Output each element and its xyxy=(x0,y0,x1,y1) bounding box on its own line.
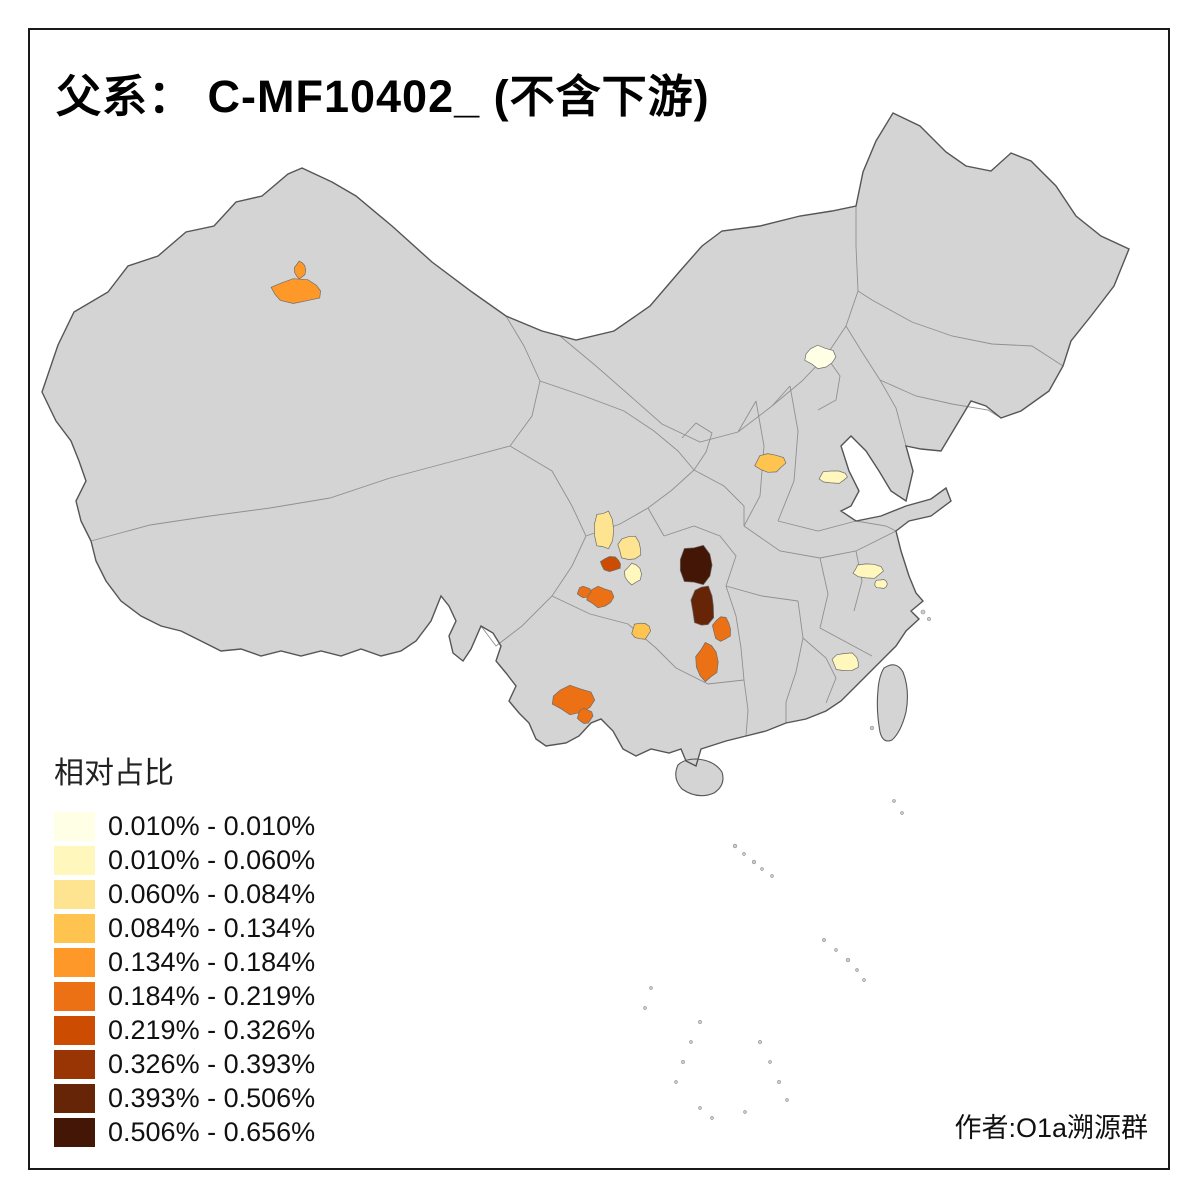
map-region xyxy=(804,344,837,370)
legend-item: 0.393% - 0.506% xyxy=(54,1082,315,1115)
legend-swatch xyxy=(54,846,95,875)
legend-swatch xyxy=(54,812,95,841)
map-region xyxy=(576,585,592,598)
map-region xyxy=(831,652,859,671)
map-region xyxy=(617,535,642,560)
taiwan-island xyxy=(876,664,909,742)
map-region xyxy=(818,470,848,484)
legend-item: 0.060% - 0.084% xyxy=(54,878,315,911)
map-region xyxy=(852,563,884,579)
map-region xyxy=(631,622,651,640)
legend-swatch xyxy=(54,982,95,1011)
legend-label: 0.084% - 0.134% xyxy=(108,913,316,943)
legend-label: 0.326% - 0.393% xyxy=(108,1049,316,1079)
legend-item: 0.010% - 0.060% xyxy=(54,844,315,877)
legend-swatch xyxy=(54,914,95,943)
legend-label: 0.060% - 0.084% xyxy=(108,879,316,909)
map-region xyxy=(695,641,719,683)
map-region xyxy=(679,544,713,586)
legend-label: 0.219% - 0.326% xyxy=(108,1015,316,1045)
legend-swatch xyxy=(54,1050,95,1079)
legend-item: 0.506% - 0.656% xyxy=(54,1116,315,1149)
map-region xyxy=(754,453,787,473)
legend-swatch xyxy=(54,1016,95,1045)
map-region xyxy=(270,278,321,304)
legend-item: 0.184% - 0.219% xyxy=(54,980,315,1013)
credit-text: 作者:O1a溯源群 xyxy=(954,1113,1148,1143)
legend: 相对占比 0.010% - 0.010% 0.010% - 0.060% 0.060… xyxy=(54,748,315,1150)
map-region xyxy=(712,616,731,642)
legend-title: 相对占比 xyxy=(54,757,174,790)
legend-swatch xyxy=(54,880,95,909)
map-title: 父系： C-MF10402_ (不含下游) xyxy=(56,71,710,122)
legend-swatch xyxy=(54,948,95,977)
legend-label: 0.184% - 0.219% xyxy=(108,981,316,1011)
south-china-sea-islets xyxy=(643,609,931,1120)
highlighted-regions xyxy=(270,260,888,724)
legend-swatch xyxy=(54,1084,95,1113)
legend-item: 0.219% - 0.326% xyxy=(54,1014,315,1047)
legend-label: 0.393% - 0.506% xyxy=(108,1083,316,1113)
legend-label: 0.506% - 0.656% xyxy=(108,1117,316,1147)
map-region xyxy=(593,510,615,550)
map-region xyxy=(874,579,888,589)
legend-label: 0.010% - 0.010% xyxy=(108,811,316,841)
map-region xyxy=(599,556,621,572)
province-borders xyxy=(90,206,1064,737)
map-region xyxy=(576,708,594,724)
legend-item: 0.134% - 0.184% xyxy=(54,946,315,979)
plot-frame xyxy=(28,28,1170,1170)
map-region xyxy=(690,585,715,626)
legend-item: 0.010% - 0.010% xyxy=(54,810,315,843)
legend-label: 0.010% - 0.060% xyxy=(108,845,316,875)
legend-item: 0.326% - 0.393% xyxy=(54,1048,315,1081)
country-land xyxy=(42,113,1129,797)
legend-swatch xyxy=(54,1118,95,1147)
hainan-island xyxy=(675,758,724,797)
legend-item: 0.084% - 0.134% xyxy=(54,912,315,945)
map-region xyxy=(294,260,307,280)
map-region xyxy=(624,562,642,586)
legend-items: 0.010% - 0.010% 0.010% - 0.060% 0.060% - 0… xyxy=(54,810,315,1149)
legend-label: 0.134% - 0.184% xyxy=(108,947,316,977)
